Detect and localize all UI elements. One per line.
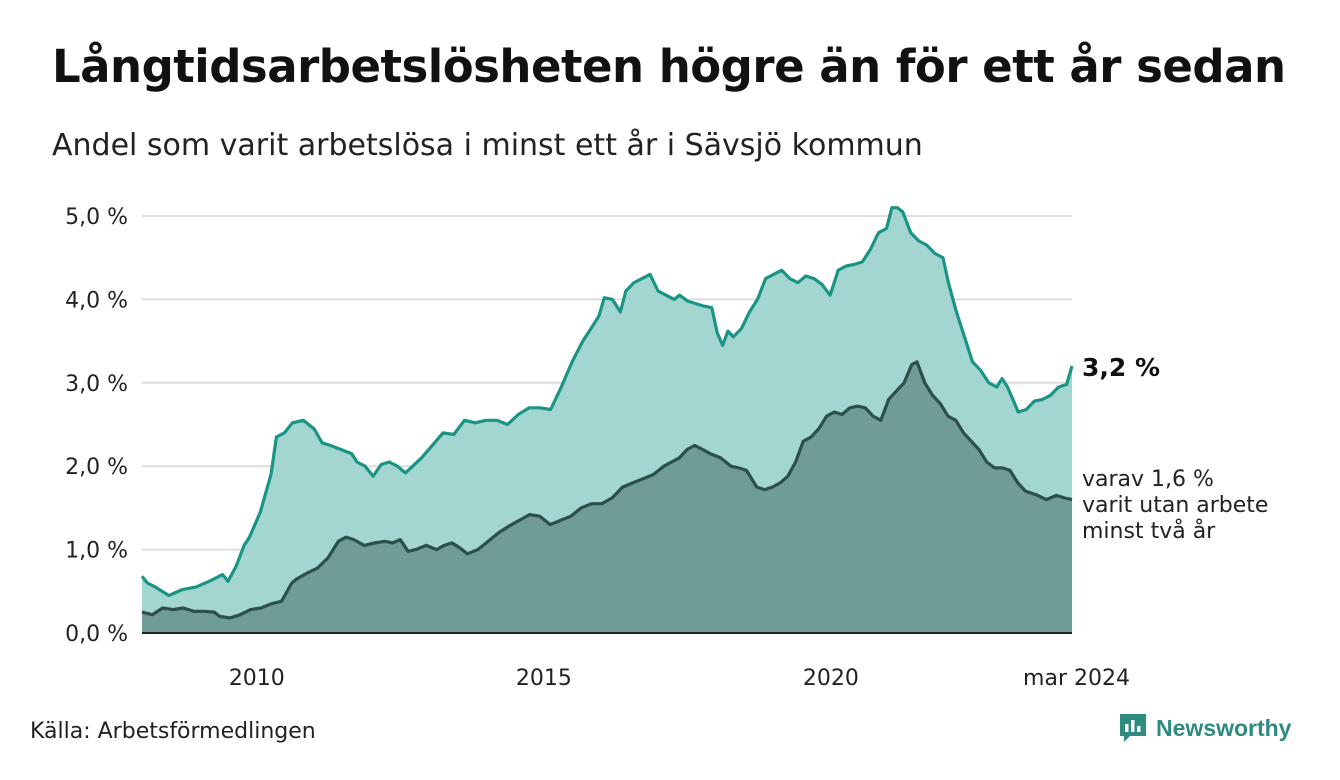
series-areas (140, 206, 1074, 634)
series-area-1 (142, 361, 1072, 633)
x-tick-label: 2020 (803, 666, 859, 691)
series-line-1 (141, 360, 1073, 620)
x-axis-labels: 2010 2015 2020 mar 2024 (229, 666, 1130, 691)
x-tick-label: 2015 (516, 666, 572, 691)
end-label-secondary: varit utan arbete (1082, 493, 1268, 518)
chart-title: Långtidsarbetslösheten högre än för ett … (52, 40, 1286, 93)
y-tick-label: 2,0 % (65, 455, 128, 480)
x-tick-label: 2010 (229, 666, 285, 691)
newsworthy-icon (1120, 714, 1146, 742)
brand-logo: Newsworthy (1118, 712, 1291, 744)
end-label-main: 3,2 % (1082, 353, 1160, 382)
source-note: Källa: Arbetsförmedlingen (30, 719, 316, 744)
y-tick-label: 5,0 % (65, 205, 128, 230)
y-tick-label: 0,0 % (65, 622, 128, 647)
y-axis-labels: 0,0 % 1,0 % 2,0 % 3,0 % 4,0 % 5,0 % (65, 205, 128, 647)
series-line-0 (140, 206, 1074, 598)
chart-subtitle: Andel som varit arbetslösa i minst ett å… (52, 128, 923, 163)
y-tick-label: 3,0 % (65, 372, 128, 397)
y-tick-label: 1,0 % (65, 539, 128, 564)
end-label-secondary: minst två år (1082, 518, 1216, 544)
y-tick-label: 4,0 % (65, 288, 128, 313)
end-label-secondary: varav 1,6 % (1082, 467, 1214, 492)
x-tick-label: mar 2024 (1023, 666, 1130, 691)
brand-name: Newsworthy (1156, 714, 1292, 741)
